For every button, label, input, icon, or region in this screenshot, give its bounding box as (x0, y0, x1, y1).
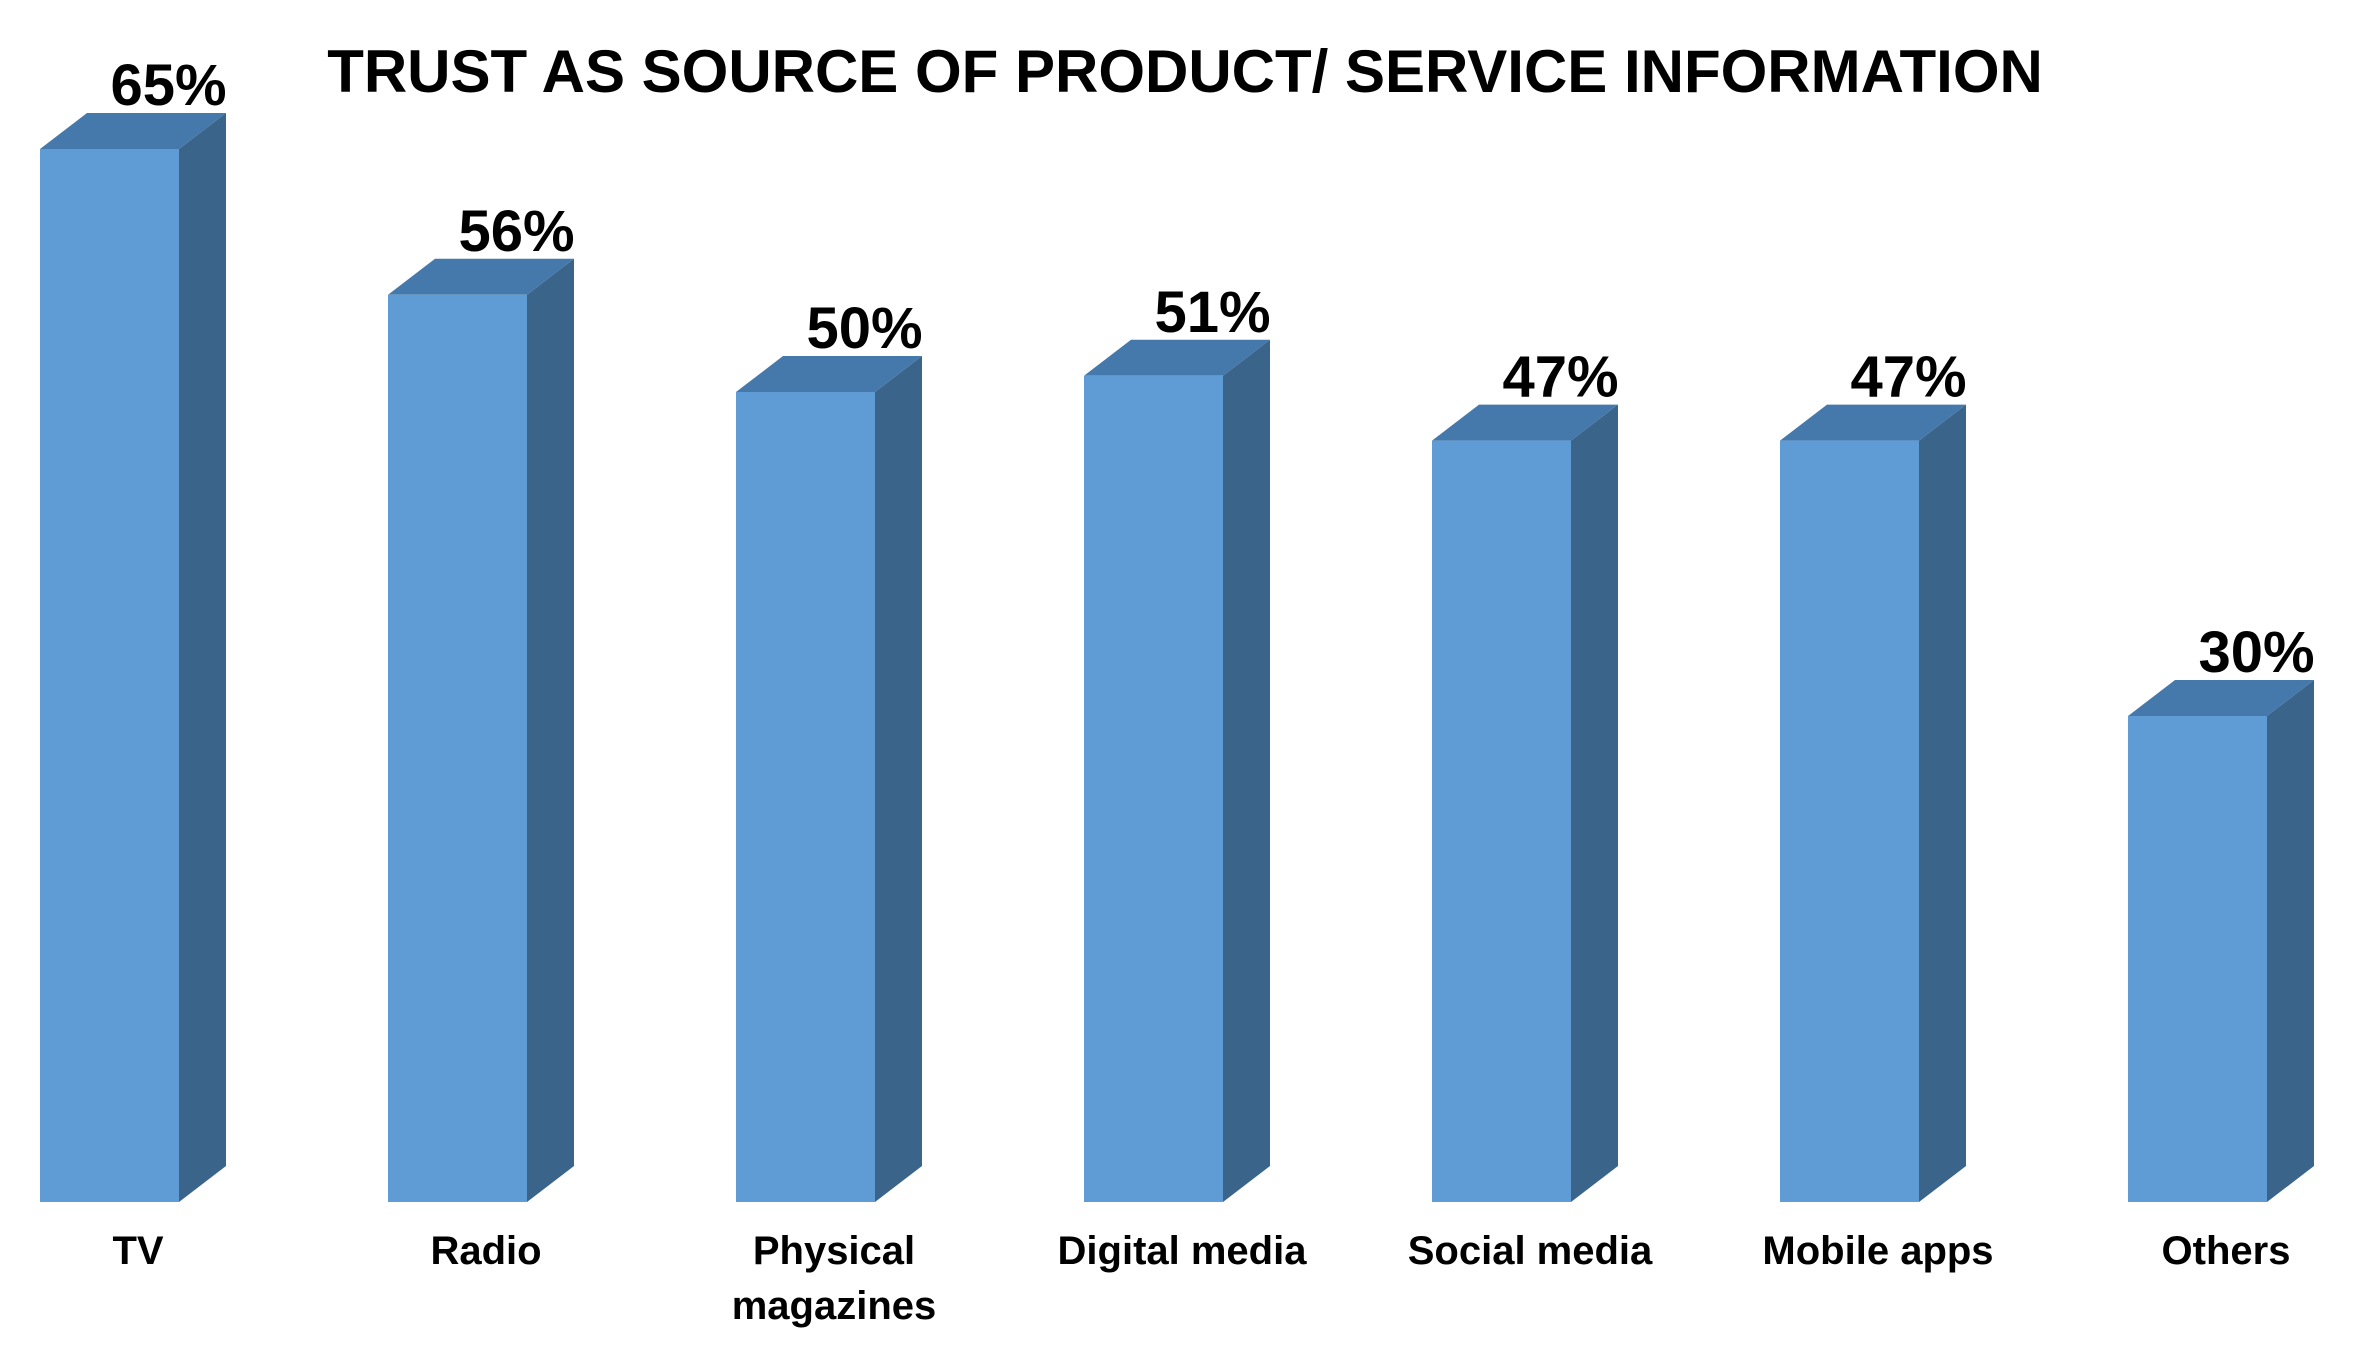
bar-side-digital-media (1223, 339, 1270, 1202)
bar-front-digital-media (1084, 375, 1223, 1202)
bar-front-physical-magazines (736, 392, 875, 1202)
tick-label-line: Mobile apps (1762, 1229, 1993, 1273)
tick-label-line: Digital media (1058, 1229, 1308, 1273)
data-label-physical-magazines: 50% (806, 296, 922, 361)
bar-tv (40, 113, 226, 1202)
tick-label-line: TV (112, 1229, 163, 1273)
data-label-mobile-apps: 47% (1850, 345, 1966, 410)
bar-front-others (2128, 716, 2267, 1202)
chart-title: TRUST AS SOURCE OF PRODUCT/ SERVICE INFO… (327, 38, 2043, 105)
bar-side-physical-magazines (875, 356, 922, 1202)
tick-label-mobile-apps: Mobile apps (1762, 1229, 1993, 1273)
data-label-social-media: 47% (1502, 345, 1618, 410)
tick-label-radio: Radio (430, 1229, 541, 1273)
bar-side-social-media (1571, 404, 1618, 1203)
tick-label-line: Others (2162, 1229, 2291, 1273)
bar-top-mobile-apps (1780, 404, 1966, 441)
bar-front-tv (40, 149, 179, 1202)
bar-physical-magazines (736, 356, 922, 1202)
bar-top-physical-magazines (736, 356, 922, 392)
bar-front-social-media (1432, 440, 1571, 1203)
bar-side-mobile-apps (1919, 404, 1966, 1203)
data-label-digital-media: 51% (1154, 280, 1270, 345)
bar-side-others (2267, 680, 2314, 1202)
bar-top-tv (40, 113, 226, 149)
data-label-radio: 56% (458, 199, 574, 264)
bar-top-digital-media (1084, 339, 1270, 376)
tick-label-line: Radio (430, 1229, 541, 1273)
bar-top-social-media (1432, 404, 1618, 441)
tick-label-others: Others (2162, 1229, 2291, 1273)
bar-mobile-apps (1780, 404, 1966, 1203)
tick-label-tv: TV (112, 1229, 163, 1273)
bar-front-mobile-apps (1780, 440, 1919, 1203)
bar-radio (388, 258, 574, 1202)
tick-label-line: Physical (753, 1229, 915, 1273)
bar-side-tv (179, 113, 226, 1202)
tick-label-digital-media: Digital media (1058, 1229, 1308, 1273)
bar-front-radio (388, 294, 527, 1202)
tick-label-physical-magazines: Physical magazines (732, 1229, 937, 1328)
bar-digital-media (1084, 339, 1270, 1202)
data-label-others: 30% (2198, 620, 2314, 685)
data-label-tv: 65% (110, 53, 226, 118)
bar-others (2128, 680, 2314, 1202)
bar-social-media (1432, 404, 1618, 1203)
bar-top-others (2128, 680, 2314, 716)
bars-layer (40, 113, 2314, 1203)
tick-label-social-media: Social media (1408, 1229, 1653, 1273)
bar-top-radio (388, 258, 574, 295)
data-labels-layer: 65% 56% 50% 51% 47% 47% 30% (110, 53, 2314, 685)
bar-side-radio (527, 258, 574, 1202)
tick-label-line: magazines (732, 1284, 937, 1328)
category-labels-layer: TV Radio Physical magazines Digital media Soc… (112, 1229, 2290, 1328)
tick-label-line: Social media (1408, 1229, 1653, 1273)
